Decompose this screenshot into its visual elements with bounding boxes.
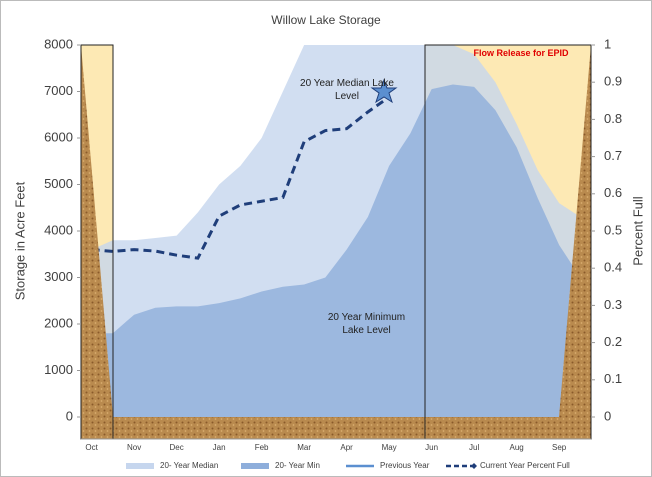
- sand-left: [81, 45, 113, 439]
- y-tick-label: 8000: [44, 36, 73, 51]
- foreground-layer: [80, 44, 592, 440]
- flow-release-label: Flow Release for EPID: [473, 48, 569, 58]
- y2-tick-label: 1: [604, 36, 611, 51]
- x-tick-label: Jun: [425, 443, 438, 452]
- x-tick-label: Nov: [127, 443, 141, 452]
- y-tick-label: 3000: [44, 269, 73, 284]
- y-axis-title: Storage in Acre Feet: [12, 181, 27, 300]
- legend-label: Previous Year: [380, 461, 430, 470]
- chart-title: Willow Lake Storage: [271, 13, 381, 27]
- y2-axis-title: Percent Full: [630, 196, 645, 265]
- y-tick-label: 6000: [44, 129, 73, 144]
- legend-marker: [471, 463, 477, 469]
- y2-tick-label: 0.8: [604, 111, 622, 126]
- data-layer: [91, 45, 581, 418]
- x-tick-label: Jul: [469, 443, 479, 452]
- sand-bottom: [81, 417, 591, 439]
- y-tick-label: 2000: [44, 315, 73, 330]
- line: [91, 95, 390, 260]
- y2-tick-label: 0.4: [604, 260, 622, 275]
- x-tick-label: Feb: [255, 443, 269, 452]
- legend-label: 20- Year Min: [275, 461, 320, 470]
- y2-tick-label: 0.7: [604, 148, 622, 163]
- x-tick-label: Aug: [510, 443, 524, 452]
- y-tick-label: 7000: [44, 83, 73, 98]
- x-tick-label: Oct: [85, 443, 98, 452]
- y-tick-label: 1000: [44, 362, 73, 377]
- y2-tick-label: 0.1: [604, 371, 622, 386]
- y2-tick-label: 0.2: [604, 334, 622, 349]
- area: [91, 84, 581, 418]
- min-annotation: 20 Year Minimum Lake Level: [327, 312, 406, 336]
- legend-label: 20- Year Median: [160, 461, 218, 470]
- x-tick-label: Mar: [297, 443, 311, 452]
- star-marker: [370, 78, 398, 104]
- x-tick-label: Sep: [552, 443, 567, 452]
- median-annotation: 20 Year Median Lake Level: [300, 78, 394, 102]
- y-tick-label: 0: [66, 408, 73, 423]
- y-tick-label: 5000: [44, 176, 73, 191]
- y2-tick-label: 0: [604, 408, 611, 423]
- y2-tick-label: 0.3: [604, 297, 622, 312]
- y2-tick-label: 0.6: [604, 185, 622, 200]
- y-tick-label: 4000: [44, 222, 73, 237]
- sand-right: [559, 45, 591, 439]
- legend-swatch: [241, 463, 269, 469]
- x-tick-label: Jan: [213, 443, 226, 452]
- x-tick-label: May: [382, 443, 397, 452]
- y2-tick-label: 0.5: [604, 222, 622, 237]
- x-tick-label: Apr: [340, 443, 353, 452]
- legend-label: Current Year Percent Full: [480, 461, 570, 470]
- y2-tick-label: 0.9: [604, 74, 622, 89]
- legend-swatch: [126, 463, 154, 469]
- x-tick-label: Dec: [170, 443, 184, 452]
